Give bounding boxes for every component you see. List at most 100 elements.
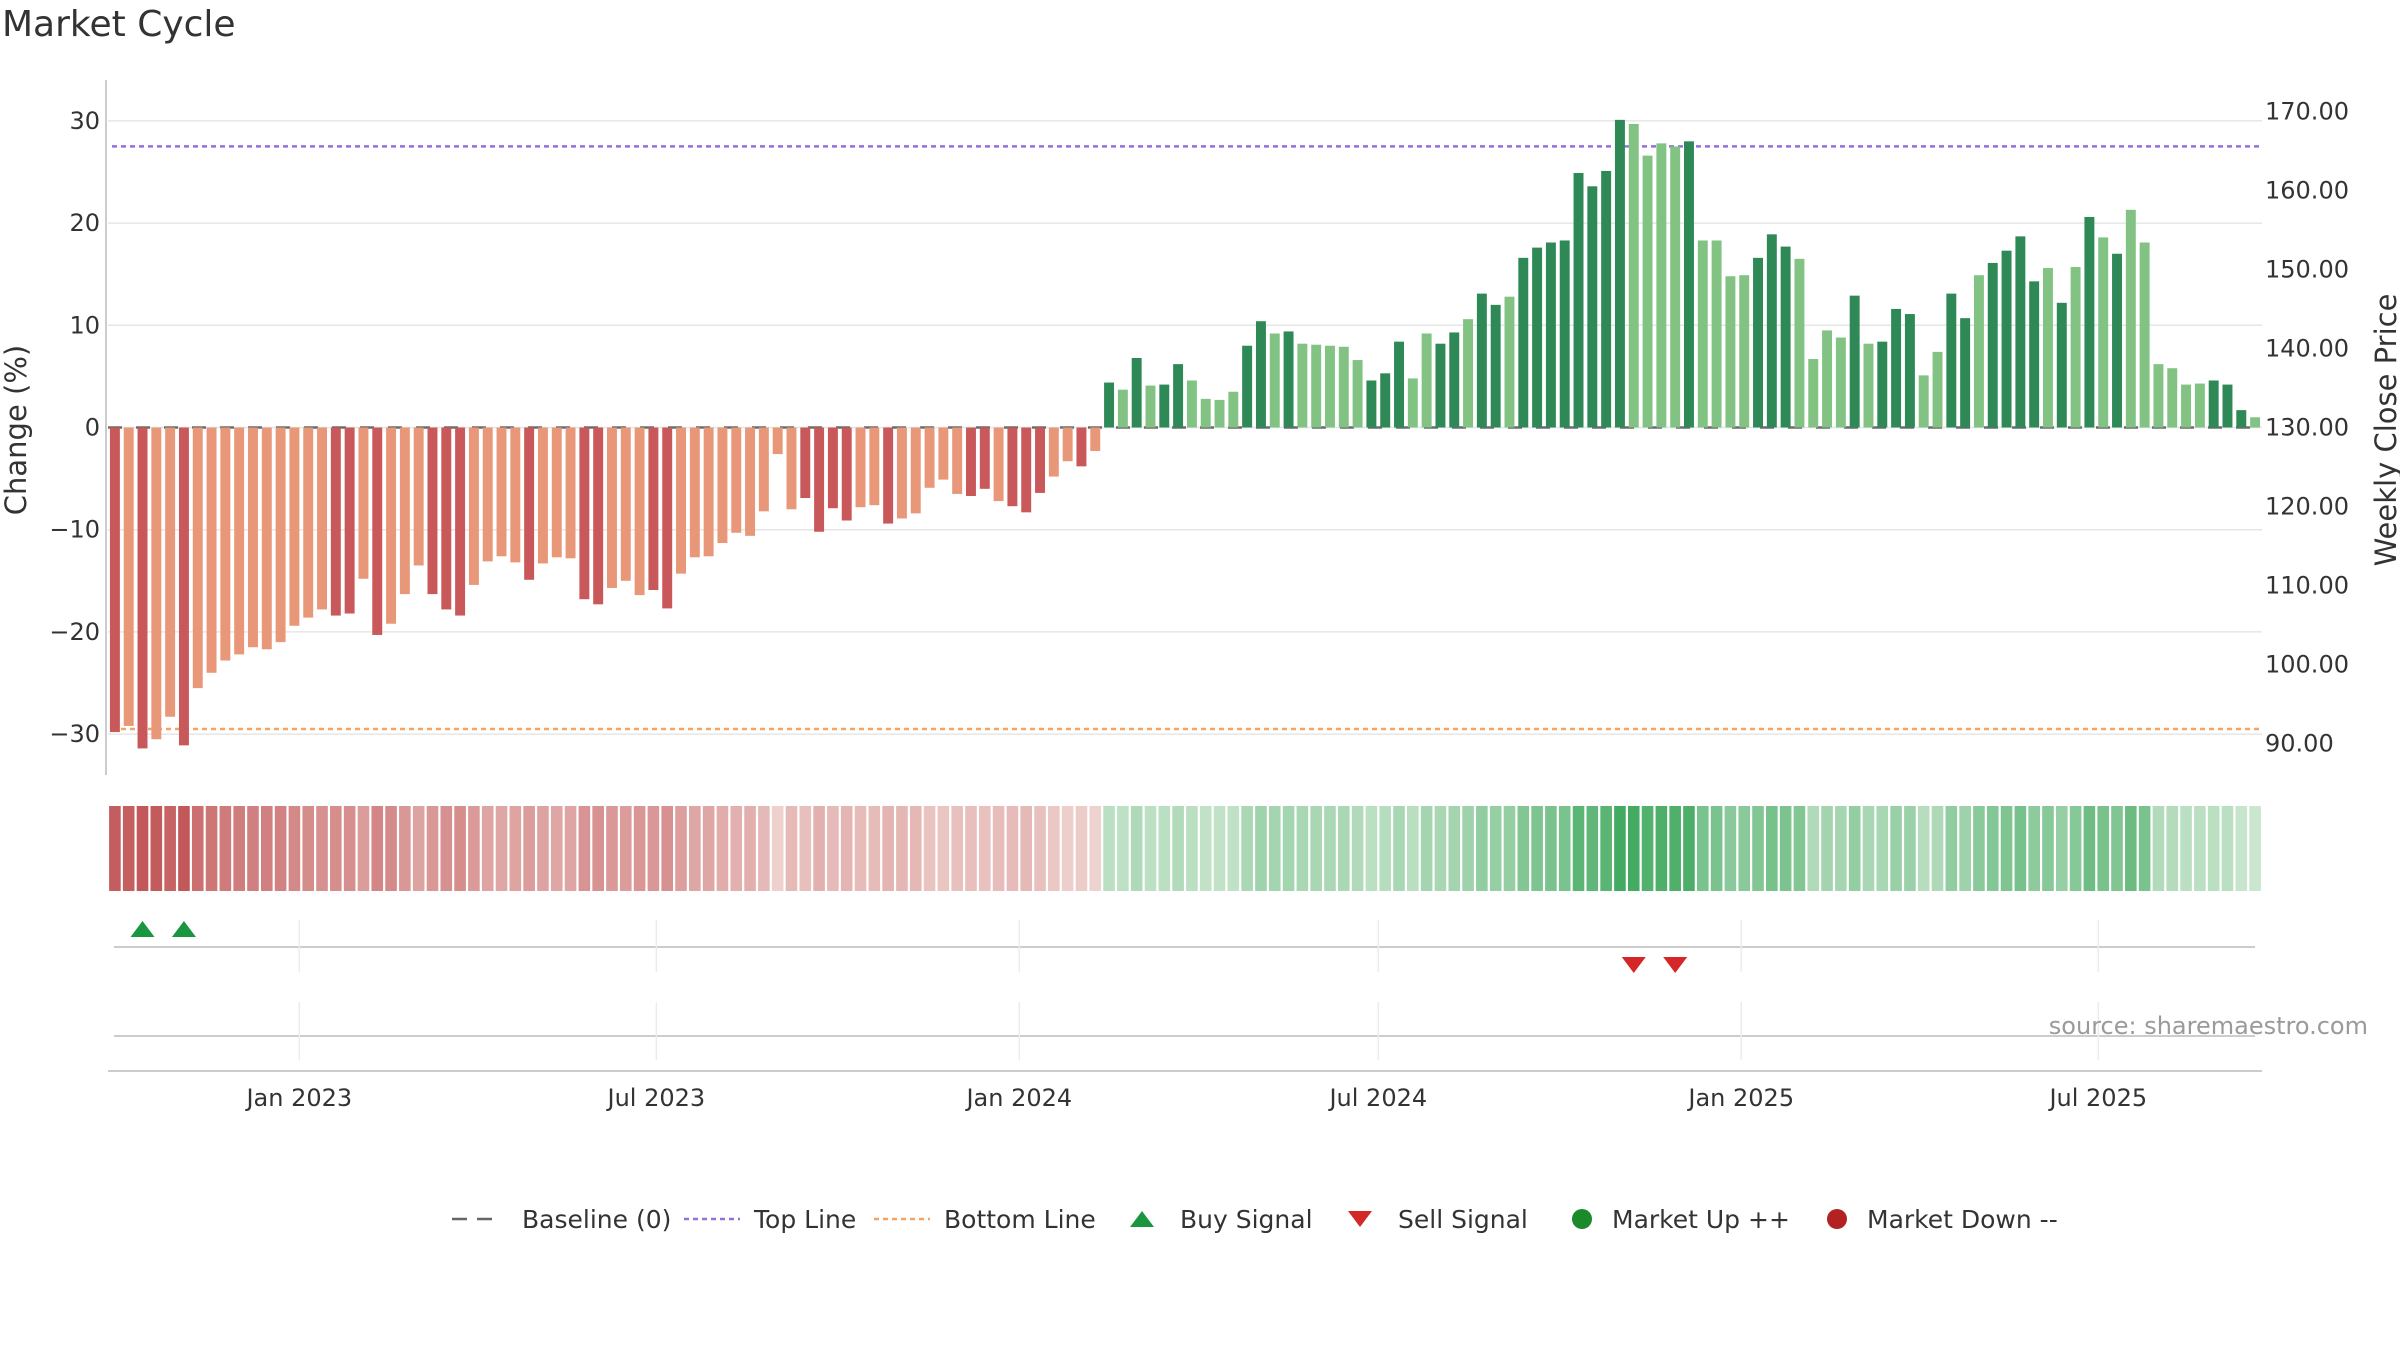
heat-cell	[1034, 806, 1046, 891]
heat-cell	[399, 806, 411, 891]
heat-cell	[1586, 806, 1599, 891]
heat-cell	[909, 806, 922, 891]
bar	[1021, 427, 1032, 513]
heat-cell	[1503, 806, 1516, 891]
bar	[2250, 417, 2261, 428]
bar	[1366, 380, 1377, 428]
heat-cell	[1227, 806, 1240, 891]
heat-cell	[1683, 806, 1695, 891]
bar	[137, 427, 148, 749]
heat-cell	[1835, 806, 1847, 891]
bar	[1766, 234, 1777, 428]
bar	[869, 427, 880, 506]
heat-cell	[371, 806, 384, 891]
signals	[114, 920, 2255, 1060]
heat-cell	[1710, 806, 1723, 891]
bar	[2098, 237, 2109, 428]
sell-signal-marker	[1663, 957, 1688, 973]
bar	[1076, 427, 1087, 467]
chart-title: Market Cycle	[2, 4, 236, 45]
bar	[910, 427, 921, 514]
bar	[441, 427, 452, 610]
heat-cell	[675, 806, 687, 891]
bar	[786, 427, 797, 510]
bar	[344, 427, 355, 614]
y-tick-label: 20	[69, 209, 100, 237]
bar	[248, 427, 258, 648]
heat-cell	[1724, 806, 1737, 891]
heat-cell	[2055, 806, 2068, 891]
y2-tick-label: 100.00	[2265, 650, 2349, 678]
bar	[1684, 141, 1694, 428]
legend-item: Bottom Line	[874, 1205, 1096, 1234]
heat-cell	[1766, 806, 1778, 891]
heat-cell	[219, 806, 232, 891]
heat-cell	[785, 806, 798, 891]
legend-item: Market Up ++	[1572, 1205, 1790, 1234]
bar	[468, 427, 479, 585]
legend-label: Market Down --	[1867, 1205, 2058, 1234]
bar	[289, 427, 300, 626]
heat-cell	[288, 806, 301, 891]
x-tick-label: Jul 2024	[1327, 1084, 1427, 1112]
bar	[1904, 314, 1915, 428]
heat-cell	[357, 806, 370, 891]
bar	[413, 427, 424, 566]
y2-tick-label: 140.00	[2265, 335, 2349, 363]
heat-cell	[978, 806, 991, 891]
heat-cell	[164, 806, 176, 891]
bar	[2029, 281, 2040, 428]
bar	[607, 427, 617, 588]
bar	[1835, 337, 1846, 428]
heat-cell	[2097, 806, 2110, 891]
heat-cell	[1973, 806, 1985, 891]
bar	[1407, 378, 1418, 428]
bar	[1559, 240, 1570, 428]
heat-cell	[882, 806, 894, 891]
bar	[330, 427, 341, 616]
legend-item: Buy Signal	[1130, 1205, 1313, 1234]
bar	[2194, 383, 2205, 428]
bar	[827, 427, 838, 509]
legend-circle-green-icon	[1572, 1209, 1592, 1229]
y-tick-label: −30	[49, 720, 100, 748]
legend: Baseline (0) Top Line Bottom Line Buy Signa…	[452, 1205, 2058, 1234]
bar	[1035, 427, 1045, 493]
bar	[662, 427, 673, 609]
heat-cell	[730, 806, 743, 891]
heat-cell	[537, 806, 549, 891]
bar	[109, 427, 120, 733]
bar	[896, 427, 907, 519]
bar	[1932, 351, 1943, 428]
heat-cell	[316, 806, 328, 891]
bar	[579, 427, 590, 600]
heat-cell	[1862, 806, 1875, 891]
heat-cell	[1738, 806, 1751, 891]
bar	[386, 427, 397, 624]
bar	[1614, 119, 1625, 428]
heat-cell	[758, 806, 770, 891]
bar	[151, 427, 162, 740]
heat-cell	[1393, 806, 1405, 891]
heat-cell	[1696, 806, 1709, 891]
heat-cell	[1779, 806, 1792, 891]
heat-cell	[468, 806, 480, 891]
heat-cell	[868, 806, 881, 891]
heat-cell	[2166, 806, 2179, 891]
bar	[689, 427, 700, 558]
bar	[1394, 341, 1404, 428]
heat-cell	[2152, 806, 2165, 891]
bar	[1891, 308, 1902, 428]
bar	[1628, 123, 1639, 428]
bar	[1117, 389, 1128, 428]
bar	[427, 427, 438, 595]
bar	[234, 427, 245, 655]
bar	[2222, 384, 2233, 428]
bar	[2139, 242, 2150, 428]
legend-triangle-up-icon	[1130, 1211, 1154, 1227]
heat-cell	[1655, 806, 1668, 891]
bar	[1048, 427, 1059, 477]
y2-tick-label: 90.00	[2265, 729, 2334, 757]
bar	[524, 427, 535, 580]
